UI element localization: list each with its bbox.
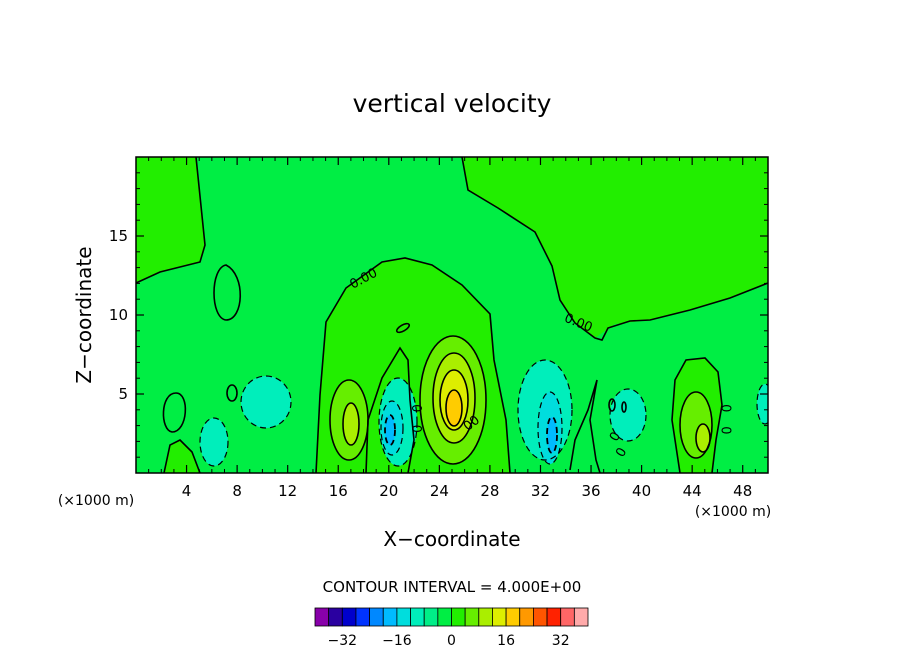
colorbar-swatch [560, 607, 575, 627]
colorbar-swatch [396, 607, 411, 627]
contour-value-label: 0 [721, 404, 736, 412]
zero-contour-right-fragment [569, 379, 601, 473]
downdraft-b-level-12 [547, 417, 557, 453]
x-tick-label: 16 [329, 482, 348, 500]
colorbar-swatch [505, 607, 521, 627]
x-tick-label: 8 [232, 482, 242, 500]
x-tick-label: 24 [430, 482, 449, 500]
left-positive-blob [164, 440, 200, 473]
positive-contour-left-8 [342, 402, 360, 446]
y-tick-label: 5 [118, 385, 128, 403]
zero-contour-small-b [608, 398, 616, 412]
x-tick-label: 20 [379, 482, 398, 500]
zero-contour-upper-island [213, 264, 242, 321]
zero-contour-central [315, 257, 511, 473]
y-tick-label: 15 [109, 227, 128, 245]
colorbar-swatch [533, 607, 548, 627]
x-tick-label: 44 [683, 482, 702, 500]
colorbar-tick-label: 16 [497, 633, 515, 649]
positive-contour-right-8 [695, 423, 711, 453]
colorbar-swatch [478, 607, 493, 627]
contour-lines [136, 157, 768, 473]
y-axis-label: Z−coordinate [72, 246, 96, 383]
x-tick-label: 4 [182, 482, 192, 500]
positive-contour-right-4 [679, 391, 713, 459]
negative-contour-lines [199, 359, 768, 467]
zero-contour-upper-left [136, 157, 206, 284]
colorbar-swatch [355, 607, 371, 627]
colorbar: −32 −16 0 16 32 [314, 607, 589, 649]
x-tick-label: 32 [531, 482, 550, 500]
colorbar-tick-label: −32 [328, 633, 358, 649]
downdraft-a-level-12 [385, 415, 395, 445]
positive-contour-updraft-12 [439, 369, 469, 431]
contour-value-label: 0 [411, 404, 426, 412]
zero-contour-middle-branch [365, 346, 415, 473]
x-unit-left: (×1000 m) [58, 493, 134, 509]
colorbar-swatch [328, 607, 343, 627]
zero-contour-small-a [226, 384, 238, 402]
colorbar-tick-label: −16 [382, 633, 412, 649]
x-tick-label: 36 [581, 482, 600, 500]
positive-contour-updraft-4 [419, 335, 487, 465]
colorbar-swatch [369, 607, 384, 627]
zero-contour-small-c [621, 401, 627, 413]
updraft-level-16 [446, 390, 462, 426]
negative-contour-a-12 [384, 414, 396, 446]
colorbar-swatch [464, 607, 480, 627]
colorbar-swatch [423, 607, 439, 627]
negative-contour-b-12 [546, 416, 558, 454]
colorbar-swatch [492, 607, 507, 627]
x-tick-label: 28 [480, 482, 499, 500]
colorbar-swatch [546, 607, 562, 627]
colorbar-swatch [519, 607, 534, 627]
colorbar-tick-label: 32 [552, 633, 570, 649]
x-unit-right: (×1000 m) [695, 504, 771, 520]
contour-value-label: 0 [411, 425, 426, 433]
contour-value-label: 0 [721, 426, 736, 434]
negative-contour-b-4 [517, 359, 573, 461]
downdraft-d-level-4 [200, 418, 228, 466]
negative-contour-b-8 [537, 391, 563, 465]
right-updraft-level-8 [696, 424, 710, 452]
upper-positive-region [136, 157, 205, 283]
negative-contour-c-4 [240, 375, 292, 429]
plot-area [136, 157, 768, 473]
x-tick-label: 48 [733, 482, 752, 500]
colorbar-tick-label: 0 [447, 633, 456, 649]
zero-contour-left-island [162, 392, 187, 433]
colorbar-swatch [451, 607, 466, 627]
colorbar-swatch [410, 607, 425, 627]
left-updraft-level-8 [343, 403, 359, 445]
chart-title: vertical velocity [353, 89, 552, 118]
zero-contour-right-island [671, 357, 723, 473]
zero-contour-small-loop [395, 322, 411, 334]
downdraft-e-level-4 [610, 389, 646, 441]
colorbar-swatch [341, 607, 357, 627]
y-tick-label: 10 [109, 306, 128, 324]
negative-contour-d-4 [199, 417, 229, 467]
colorbar-swatch [314, 607, 330, 627]
positive-contour-updraft-8 [432, 352, 476, 444]
colorbar-swatch [382, 607, 398, 627]
x-tick-label: 40 [632, 482, 651, 500]
negative-contour-a-4 [378, 377, 418, 467]
negative-contour-a-8 [380, 400, 404, 456]
downdraft-c-level-4 [241, 376, 291, 428]
zero-contour-upper-right [461, 157, 768, 341]
contour-interval-text: CONTOUR INTERVAL = 4.000E+00 [323, 578, 582, 596]
x-axis-label: X−coordinate [383, 527, 520, 551]
negative-contour-e-4 [609, 388, 647, 442]
upper-right-region [462, 157, 768, 338]
positive-contour-left-4 [329, 379, 369, 461]
x-tick-label: 12 [278, 482, 297, 500]
zero-contour-left-bump [163, 439, 201, 473]
positive-contour-updraft-16 [445, 389, 463, 427]
negative-contour-f-4 [756, 383, 768, 425]
colorbar-swatch [573, 607, 589, 627]
colorbar-swatch [437, 607, 452, 627]
